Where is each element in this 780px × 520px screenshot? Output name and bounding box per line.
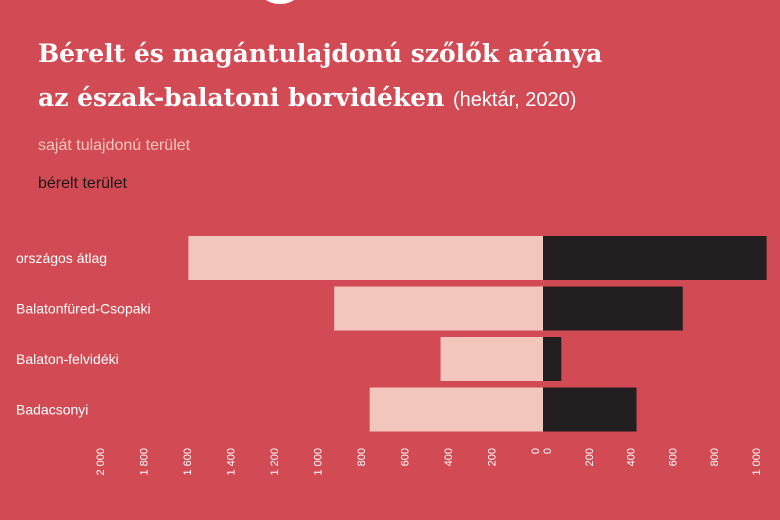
right-tick-label-0: 0 [542, 448, 554, 454]
bar-own-3 [369, 387, 543, 432]
left-tick-label-7: 600 [400, 448, 412, 466]
bar-rented-0 [543, 236, 767, 280]
left-tick-label-0: 2 000 [95, 448, 107, 476]
title-line-2: az észak-balatoni borvidéken [38, 83, 445, 112]
left-tick-label-8: 400 [443, 448, 455, 466]
right-tick-label-3: 600 [667, 448, 679, 466]
bar-rented-2 [543, 337, 562, 381]
left-tick-label-3: 1 400 [226, 448, 238, 476]
category-label-2: Balaton-felvidéki [16, 351, 119, 367]
left-tick-label-9: 200 [487, 448, 499, 466]
chart-title: Bérelt és magántulajdonú szőlők aránya az… [38, 32, 758, 122]
right-tick-label-2: 400 [626, 448, 638, 466]
legend-rented-area: bérelt terület [38, 175, 127, 192]
right-tick-label-5: 1 000 [751, 448, 763, 476]
left-tick-label-5: 1 000 [313, 448, 325, 476]
bar-own-1 [334, 286, 543, 331]
title-unit: (hektár, 2020) [453, 89, 577, 111]
legend-own-area: saját tulajdonú terület [38, 137, 191, 154]
right-tick-label-1: 200 [584, 448, 596, 466]
category-label-3: Badacsonyi [16, 402, 88, 418]
right-tick-label-4: 800 [709, 448, 721, 466]
left-tick-label-10: 0 [530, 448, 542, 454]
left-tick-label-2: 1 600 [182, 448, 194, 476]
left-tick-label-1: 1 800 [139, 448, 151, 476]
category-label-0: országos átlag [16, 250, 107, 266]
category-label-1: Balatonfüred-Csopaki [16, 301, 151, 317]
bar-rented-1 [543, 286, 683, 331]
left-tick-label-4: 1 200 [269, 448, 281, 476]
title-line-1: Bérelt és magántulajdonú szőlők aránya [38, 39, 603, 68]
decorative-circle [258, 0, 302, 4]
left-tick-label-6: 800 [356, 448, 368, 466]
bar-rented-3 [543, 387, 637, 432]
bar-own-0 [188, 236, 543, 280]
bar-own-2 [440, 337, 543, 381]
